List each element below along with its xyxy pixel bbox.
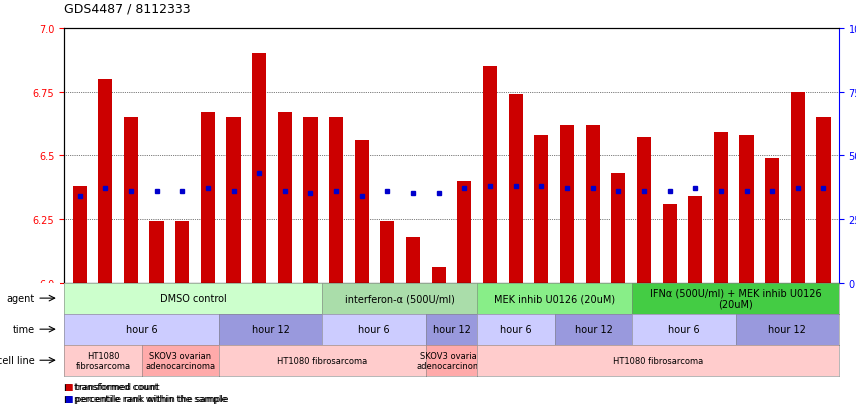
Bar bbox=[534, 135, 549, 283]
Bar bbox=[817, 118, 830, 283]
Bar bbox=[483, 67, 497, 283]
Bar bbox=[740, 135, 753, 283]
Text: GDS4487 / 8112333: GDS4487 / 8112333 bbox=[64, 2, 191, 15]
Text: ■ transformed count: ■ transformed count bbox=[64, 382, 160, 391]
Bar bbox=[380, 222, 395, 283]
Bar bbox=[508, 95, 523, 283]
Text: hour 12: hour 12 bbox=[252, 324, 289, 335]
Text: hour 6: hour 6 bbox=[126, 324, 158, 335]
Bar bbox=[354, 141, 369, 283]
Text: HT1080 fibrosarcoma: HT1080 fibrosarcoma bbox=[277, 356, 367, 365]
Bar bbox=[277, 113, 292, 283]
Bar bbox=[637, 138, 651, 283]
Text: SKOV3 ovarian
adenocarcinoma: SKOV3 ovarian adenocarcinoma bbox=[146, 351, 216, 370]
Text: ■: ■ bbox=[64, 382, 73, 391]
Bar bbox=[714, 133, 728, 283]
Text: hour 12: hour 12 bbox=[432, 324, 471, 335]
Bar bbox=[586, 126, 600, 283]
Bar bbox=[560, 126, 574, 283]
Bar bbox=[791, 93, 805, 283]
Bar bbox=[73, 186, 86, 283]
Text: ■ percentile rank within the sample: ■ percentile rank within the sample bbox=[64, 394, 229, 404]
Bar bbox=[98, 80, 112, 283]
Text: time: time bbox=[13, 324, 35, 335]
Text: hour 6: hour 6 bbox=[500, 324, 532, 335]
Bar bbox=[253, 54, 266, 283]
Text: hour 12: hour 12 bbox=[574, 324, 613, 335]
Bar bbox=[175, 222, 189, 283]
Bar bbox=[431, 268, 446, 283]
Bar bbox=[765, 159, 779, 283]
Text: ■: ■ bbox=[64, 394, 73, 404]
Bar bbox=[124, 118, 138, 283]
Bar bbox=[663, 204, 676, 283]
Text: HT1080 fibrosarcoma: HT1080 fibrosarcoma bbox=[613, 356, 704, 365]
Text: percentile rank within the sample: percentile rank within the sample bbox=[74, 394, 228, 404]
Bar bbox=[150, 222, 163, 283]
Bar bbox=[688, 197, 702, 283]
Text: transformed count: transformed count bbox=[74, 382, 158, 391]
Text: MEK inhib U0126 (20uM): MEK inhib U0126 (20uM) bbox=[494, 293, 615, 304]
Text: IFNα (500U/ml) + MEK inhib U0126
(20uM): IFNα (500U/ml) + MEK inhib U0126 (20uM) bbox=[650, 287, 822, 309]
Bar bbox=[303, 118, 318, 283]
Text: hour 6: hour 6 bbox=[359, 324, 389, 335]
Bar bbox=[457, 181, 472, 283]
Text: DMSO control: DMSO control bbox=[160, 293, 227, 304]
Text: cell line: cell line bbox=[0, 355, 35, 366]
Text: interferon-α (500U/ml): interferon-α (500U/ml) bbox=[345, 293, 455, 304]
Text: hour 6: hour 6 bbox=[669, 324, 699, 335]
Text: SKOV3 ovarian
adenocarcinoma: SKOV3 ovarian adenocarcinoma bbox=[417, 351, 486, 370]
Text: HT1080
fibrosarcoma: HT1080 fibrosarcoma bbox=[75, 351, 130, 370]
Text: hour 12: hour 12 bbox=[769, 324, 806, 335]
Bar bbox=[227, 118, 241, 283]
Bar bbox=[611, 174, 626, 283]
Text: agent: agent bbox=[7, 293, 35, 304]
Bar bbox=[201, 113, 215, 283]
Bar bbox=[329, 118, 343, 283]
Bar bbox=[406, 237, 420, 283]
